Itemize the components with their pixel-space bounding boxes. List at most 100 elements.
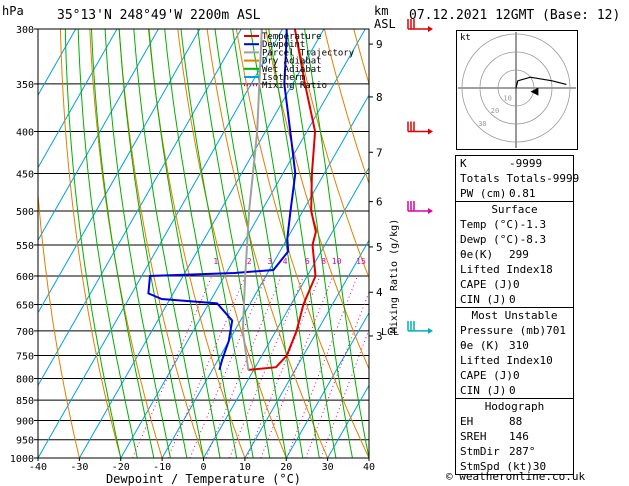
pressure-tick-label: 550 [16,241,34,252]
mixing-ratio-label: 1 [213,257,218,266]
wind-barb-head [428,327,433,334]
hodograph-trace [515,76,567,89]
mixing-ratio-line [320,328,369,458]
temperature-tick-label: 30 [322,462,334,473]
hodograph-ring-label: 10 [503,95,511,103]
dry-adiabat-line [89,29,163,458]
mixing-ratio-label: 20 [374,257,384,266]
km-tick-label: 4 [376,286,383,299]
legend-label: Dewpoint [262,40,305,50]
temperature-tick-label: 10 [239,462,251,473]
pressure-tick-label: 750 [16,351,34,362]
index-value: 18 [539,263,553,276]
dry-adiabat-line [206,29,329,458]
pressure-tick-label: 450 [16,169,34,180]
km-tick-label: 8 [376,91,383,104]
parcel-trajectory-line [241,29,263,371]
index-row: EH 88 [456,414,573,429]
index-label: K [460,157,467,170]
index-label: StmDir [460,445,500,458]
isotherm-line [327,384,369,458]
wet-adiabat-line [180,29,254,458]
pressure-tick-label: 900 [16,416,34,427]
index-row: CAPE (J) 0 [456,368,573,383]
x-axis-label: Dewpoint / Temperature (°C) [106,472,301,486]
pressure-tick-label: 800 [16,374,34,385]
index-label: Temp (°C) [460,218,520,231]
index-row: Lifted Index 18 [456,262,573,277]
dry-adiabat-line [38,188,80,458]
pressure-tick-label: 650 [16,301,34,312]
index-value: 10 [539,354,553,367]
index-row: Lifted Index 10 [456,353,573,368]
mixing-ratio-axis-label: Mixing Ratio (g/kg) [389,219,400,333]
dry-adiabat-line [294,29,369,280]
asl-label: ASL [374,17,396,31]
index-label: Lifted Index [460,354,540,367]
index-row: θe(K) 299 [456,247,573,262]
index-value: 310 [509,339,529,352]
hodo-title: Hodograph [456,398,573,414]
index-row: Dewp (°C) -8.3 [456,232,573,247]
index-value: 88 [509,415,523,428]
isotherm-line [38,29,242,387]
index-value: 701 [546,324,566,337]
isotherm-line [38,29,283,458]
temperature-tick-label: -40 [29,462,47,473]
isotherm-line [161,94,369,458]
pressure-tick-label: 300 [16,25,34,36]
index-label: Totals Totals [460,172,547,185]
wet-adiabat-line [164,29,238,458]
mixing-ratio-label: 10 [332,257,342,266]
hodograph-ring-label: 30 [478,120,486,128]
mixing-ratio-line [229,275,305,458]
footer-credit: © weatheronline.co.uk [446,470,586,483]
temperature-tick-label: 20 [280,462,292,473]
index-label: CAPE (J) [460,369,513,382]
index-row: θe (K) 310 [456,338,573,353]
wet-adiabat-line [148,29,221,458]
index-label: Lifted Index [460,263,540,276]
mixing-ratio-label: 8 [321,257,326,266]
index-row: SREH 146 [456,429,573,444]
index-value: 287° [509,445,536,458]
isotherm-line [38,29,118,169]
index-label: Dewp (°C) [460,233,520,246]
hodograph-frame [456,30,578,150]
index-value: -9999 [509,157,543,170]
mixing-ratio-label: 6 [305,257,310,266]
index-value: 0.81 [509,187,536,200]
index-label: PW (cm) [460,187,507,200]
dry-adiabat-line [59,29,122,458]
dry-adiabat-line [235,29,369,458]
index-label: θe(K) [460,248,494,261]
hodograph-ring-label: 20 [491,107,499,115]
wind-barb-head [428,26,433,32]
index-value: 30 [532,460,547,473]
wind-barb-head [428,208,433,215]
index-row: CAPE (J) 0 [456,277,573,292]
wet-adiabat-line [118,29,188,458]
storm-motion-marker [530,87,539,96]
mixing-ratio-label: 2 [247,257,252,266]
wet-adiabat-line [214,29,287,458]
index-row: StmDir 287° [456,444,573,459]
legend-label: Mixing Ratio [262,81,327,91]
pressure-tick-label: 1000 [10,454,34,465]
pressure-tick-label: 850 [16,396,34,407]
index-value: 0 [509,293,516,306]
legend-label: Wet Adiabat [262,65,322,75]
isotherm-line [38,29,159,242]
mixing-ratio-line [246,275,321,458]
legend-label: Temperature [262,32,322,42]
index-label: θe (K) [460,339,500,352]
wet-adiabat-line [250,29,320,458]
hodograph-ring [497,69,535,107]
location-label: 35°13'N 248°49'W 2200m ASL [57,8,261,23]
legend-label: Dry Adiabat [262,57,322,67]
index-label: Pressure (mb) [460,324,547,337]
index-row: Pressure (mb) 701 [456,323,573,338]
hodograph: 10 20 30 kt [456,30,578,150]
wet-adiabat-line [91,29,155,458]
